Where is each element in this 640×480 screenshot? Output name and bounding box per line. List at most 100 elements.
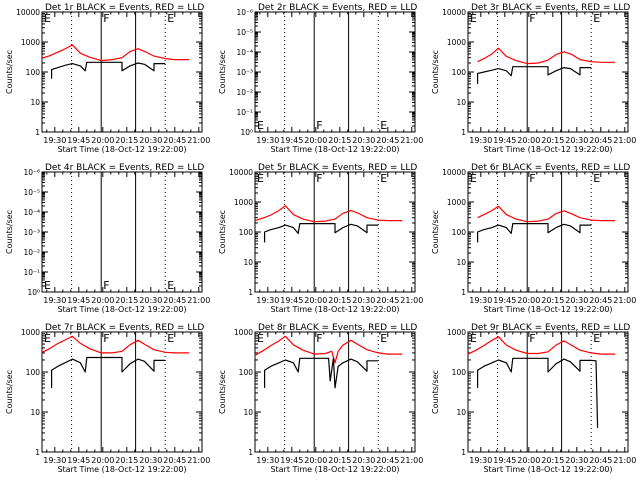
plot-frame <box>41 331 203 453</box>
y-tick-label: 10⁻⁶ <box>23 168 40 177</box>
panel-det-5: Det 5r BLACK = Events, RED = LLD 19:30 19:… <box>218 163 423 314</box>
x-tick-label: 20:45 <box>589 456 612 465</box>
x-tick-label: 20:45 <box>163 296 186 305</box>
y-axis-label: Counts/sec <box>431 370 440 414</box>
marker-label-e: E <box>470 172 477 185</box>
x-tick-label: 19:45 <box>280 136 303 145</box>
x-tick-label: 20:00 <box>91 136 114 145</box>
x-tick-label: 20:00 <box>91 456 114 465</box>
panel-title: Det 1r BLACK = Events, RED = LLD <box>45 3 204 13</box>
marker-label-f: F <box>529 12 535 25</box>
y-tick-label: 10 <box>456 98 466 107</box>
y-tick-label: 1 <box>35 448 40 457</box>
x-tick-label: 21:00 <box>400 456 423 465</box>
marker-label-e: E <box>257 119 264 132</box>
x-tick-label: 20:00 <box>304 296 327 305</box>
x-tick-label: 20:00 <box>304 456 327 465</box>
panel-title: Det 6r BLACK = Events, RED = LLD <box>471 163 630 173</box>
x-tick-label: 19:30 <box>256 136 279 145</box>
x-tick-label: 20:30 <box>139 456 162 465</box>
y-tick-label: 10 <box>456 408 466 417</box>
panel-det-8: Det 8r BLACK = Events, RED = LLD 19:30 19:… <box>218 323 423 474</box>
marker-label-e: E <box>593 12 600 25</box>
marker-label-f: F <box>103 279 109 292</box>
y-tick-label: 1000 <box>447 38 466 47</box>
x-tick-label: 20:15 <box>115 296 138 305</box>
x-tick-label: 20:00 <box>517 456 540 465</box>
x-tick-label: 19:45 <box>67 136 90 145</box>
y-tick-label: 1000 <box>21 328 40 337</box>
x-tick-label: 21:00 <box>613 136 636 145</box>
x-axis-label: Start Time (18-Oct-12 19:22:00) <box>270 305 399 314</box>
x-tick-label: 19:45 <box>280 296 303 305</box>
x-tick-label: 19:45 <box>493 296 516 305</box>
y-tick-label: 10 <box>456 258 466 267</box>
x-tick-label: 20:30 <box>565 136 588 145</box>
x-tick-label: 20:15 <box>328 456 351 465</box>
panel-title: Det 8r BLACK = Events, RED = LLD <box>258 323 417 333</box>
x-tick-label: 20:00 <box>517 296 540 305</box>
y-tick-label: 10⁻² <box>23 248 40 257</box>
x-axis-label: Start Time (18-Oct-12 19:22:00) <box>57 145 186 154</box>
y-tick-label: 10⁻³ <box>23 228 40 237</box>
panel-det-1: Det 1r BLACK = Events, RED = LLD 19:30 19:… <box>5 3 210 154</box>
x-tick-label: 20:45 <box>376 456 399 465</box>
y-tick-label: 1 <box>461 128 466 137</box>
y-tick-label: 100 <box>26 68 41 77</box>
y-tick-label: 1000 <box>21 38 40 47</box>
x-tick-label: 20:45 <box>376 136 399 145</box>
series-events-line <box>264 223 379 243</box>
x-axis-label: Start Time (18-Oct-12 19:22:00) <box>483 305 612 314</box>
y-axis-label: Counts/sec <box>5 50 14 94</box>
marker-label-e: E <box>167 12 174 25</box>
y-tick-label: 10 <box>30 408 40 417</box>
y-axis-label: Counts/sec <box>218 210 227 254</box>
y-axis-label: Counts/sec <box>431 50 440 94</box>
x-tick-label: 19:30 <box>256 456 279 465</box>
series-lld-line <box>254 205 403 223</box>
x-tick-label: 20:15 <box>115 456 138 465</box>
x-tick-label: 19:30 <box>43 456 66 465</box>
series-lld-line <box>477 205 616 223</box>
panel-det-3: Det 3r BLACK = Events, RED = LLD 19:30 19:… <box>431 3 636 154</box>
x-tick-label: 20:15 <box>541 296 564 305</box>
y-axis-label: Counts/sec <box>431 210 440 254</box>
x-tick-label: 20:15 <box>328 136 351 145</box>
y-tick-label: 100 <box>452 368 467 377</box>
series-events-line <box>50 61 166 79</box>
panel-det-2: Det 2r BLACK = Events, RED = LLD 19:30 19:… <box>218 3 423 154</box>
x-tick-label: 19:45 <box>280 456 303 465</box>
marker-label-e: E <box>593 172 600 185</box>
marker-label-e: E <box>167 279 174 292</box>
marker-label-e: E <box>380 332 387 345</box>
x-tick-label: 20:15 <box>328 296 351 305</box>
marker-label-e: E <box>167 332 174 345</box>
series-events-line <box>477 223 592 243</box>
x-tick-label: 20:45 <box>376 296 399 305</box>
series-lld-line <box>41 335 190 354</box>
x-tick-label: 20:00 <box>91 296 114 305</box>
y-tick-label: 1 <box>461 288 466 297</box>
y-axis-label: Counts/sec <box>218 50 227 94</box>
y-tick-label: 100 <box>452 68 467 77</box>
marker-label-e: E <box>380 172 387 185</box>
x-tick-label: 20:30 <box>565 296 588 305</box>
x-tick-label: 21:00 <box>400 296 423 305</box>
y-tick-label: 10⁻⁶ <box>236 8 253 17</box>
y-tick-label: 10⁻¹ <box>23 268 40 277</box>
panel-det-4: Det 4r BLACK = Events, RED = LLD 19:30 19:… <box>5 163 210 314</box>
x-axis-label: Start Time (18-Oct-12 19:22:00) <box>57 305 186 314</box>
x-tick-label: 20:30 <box>565 456 588 465</box>
x-tick-label: 20:45 <box>163 136 186 145</box>
y-tick-label: 1 <box>35 128 40 137</box>
x-tick-label: 19:45 <box>67 456 90 465</box>
marker-label-f: F <box>316 332 322 345</box>
x-tick-label: 21:00 <box>400 136 423 145</box>
y-axis-label: Counts/sec <box>5 370 14 414</box>
marker-label-f: F <box>316 119 322 132</box>
marker-label-e: E <box>44 332 51 345</box>
y-tick-label: 100 <box>26 368 41 377</box>
y-axis-label: Counts/sec <box>5 210 14 254</box>
series-events-line <box>477 357 599 428</box>
